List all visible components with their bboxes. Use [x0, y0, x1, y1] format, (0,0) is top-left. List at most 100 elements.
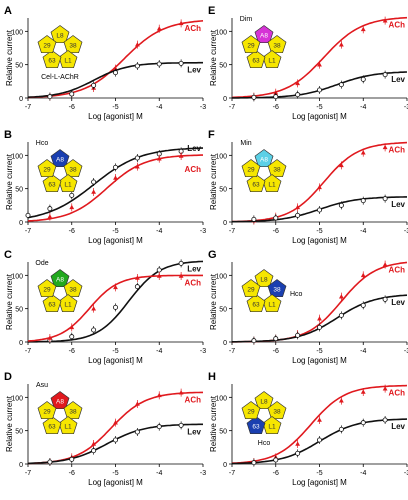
data-point-ach	[360, 150, 366, 155]
data-point-ach	[295, 80, 301, 86]
panel-b: B 0 50 100 -7 -6 -5 -4 -3 Log [agonist] M Relative…	[4, 129, 206, 245]
subunit-29	[241, 401, 261, 420]
data-point-lev	[251, 338, 257, 344]
y-tick-label: 100	[215, 395, 227, 402]
subunit-63	[246, 416, 266, 435]
subunit-l1	[262, 174, 282, 193]
subunit-a8	[50, 269, 70, 288]
data-point-lev	[338, 426, 344, 432]
data-point-lev	[134, 284, 140, 290]
series-label-lev: Lev	[187, 264, 201, 273]
data-point-lev	[178, 60, 184, 66]
data-point-ach	[360, 389, 366, 394]
subunit-label: 63	[48, 58, 56, 65]
subunit-29	[37, 279, 57, 298]
series-label-ach: ACh	[389, 389, 406, 398]
subunit-label: A8	[56, 399, 64, 406]
data-point-lev	[382, 417, 388, 423]
y-tick-label: 0	[19, 96, 23, 103]
data-point-ach	[178, 273, 184, 278]
y-tick-label: 100	[215, 29, 227, 36]
data-point-lev	[69, 334, 75, 340]
data-point-lev	[338, 202, 344, 208]
data-point-lev	[338, 312, 344, 318]
y-tick-label: 0	[19, 340, 23, 347]
data-point-ach	[156, 392, 162, 398]
subunit-label: 29	[43, 409, 51, 416]
x-tick-label: -6	[273, 228, 279, 235]
x-axis-label: Log [agonist] M	[292, 112, 347, 121]
data-point-lev	[295, 92, 301, 98]
x-tick-label: -4	[360, 104, 366, 111]
panel-g: G 0 50 100 -7 -6 -5 -4 -3 Log [agonist] M Relative…	[208, 249, 408, 365]
data-point-ach	[134, 164, 140, 169]
data-point-ach	[47, 214, 53, 219]
data-point-lev	[156, 267, 162, 273]
fit-curve-lev	[27, 260, 204, 343]
subunit-63	[42, 294, 62, 313]
y-axis-label: Relative current	[209, 395, 218, 452]
receptor-diagram: A8 38 L1 63 29 Ode	[35, 260, 83, 313]
subunit-label: 29	[43, 287, 51, 294]
y-axis-label: Relative current	[209, 29, 218, 86]
subunit-29	[241, 159, 261, 178]
data-point-ach	[91, 189, 97, 194]
y-tick-label: 0	[223, 96, 227, 103]
receptor-diagram: L8 38 L1 63 29 Cel-L-AChR	[37, 25, 83, 81]
x-tick-label: -5	[316, 348, 322, 355]
subunit-29	[37, 159, 57, 178]
x-tick-label: -5	[112, 470, 118, 477]
data-point-ach	[382, 386, 388, 391]
x-axis-label: Log [agonist] M	[292, 478, 347, 487]
y-tick-label: 0	[223, 462, 227, 469]
x-tick-label: -6	[69, 348, 75, 355]
subunit-label: 38	[69, 409, 77, 416]
y-tick-label: 50	[15, 187, 23, 194]
subunit-63	[246, 294, 266, 313]
subunit-label: L1	[268, 58, 276, 65]
subunit-38	[63, 279, 83, 298]
y-axis-label: Relative current	[5, 395, 14, 452]
subunit-label: 63	[252, 182, 260, 189]
data-point-ach	[338, 42, 344, 47]
x-tick-label: -3	[200, 228, 206, 235]
data-point-ach	[338, 398, 344, 403]
subunit-label: 29	[43, 43, 51, 50]
data-point-ach	[295, 204, 301, 210]
series-label-lev: Lev	[187, 144, 201, 153]
data-point-ach	[338, 162, 344, 168]
subunit-a8	[50, 391, 70, 410]
data-point-lev	[113, 70, 119, 76]
x-axis-label: Log [agonist] M	[292, 236, 347, 245]
subunit-label: 63	[48, 424, 56, 431]
panel-e: E 0 50 100 -7 -6 -5 -4 -3 Log [agonist] M Relative…	[208, 5, 408, 121]
subunit-38	[63, 159, 83, 178]
subunit-a8	[254, 149, 274, 168]
subunit-l1	[262, 50, 282, 69]
subunit-label: L1	[268, 424, 276, 431]
x-tick-label: -3	[404, 348, 408, 355]
panel-letter: A	[4, 5, 12, 17]
subunit-63	[42, 50, 62, 69]
x-tick-label: -4	[360, 348, 366, 355]
series-label-lev: Lev	[391, 298, 405, 307]
data-point-lev	[316, 87, 322, 93]
subunit-label: 29	[247, 167, 255, 174]
data-point-ach	[178, 390, 184, 395]
x-tick-label: -4	[156, 470, 162, 477]
panel-c: C 0 50 100 -7 -6 -5 -4 -3 Log [agonist] M Relative…	[4, 249, 206, 365]
subunit-l1	[58, 50, 78, 69]
data-point-ach	[382, 144, 388, 150]
x-tick-label: -3	[200, 104, 206, 111]
x-tick-label: -6	[69, 228, 75, 235]
data-point-ach	[134, 275, 140, 280]
subunit-63	[42, 174, 62, 193]
subunit-a8	[50, 149, 70, 168]
complex-label: Min	[240, 140, 251, 147]
y-tick-label: 100	[11, 395, 23, 402]
subunit-label: A8	[260, 157, 268, 164]
x-tick-label: -3	[404, 228, 408, 235]
x-tick-label: -7	[229, 470, 235, 477]
panel-letter: E	[208, 5, 215, 17]
data-point-lev	[134, 155, 140, 161]
